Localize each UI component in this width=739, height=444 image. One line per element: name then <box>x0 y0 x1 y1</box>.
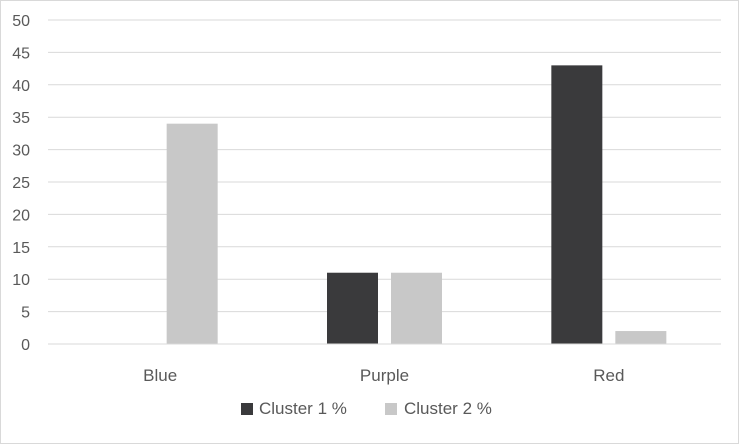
legend-swatch <box>241 403 253 415</box>
y-axis-ticks: 0 5 10 15 20 25 30 35 40 45 50 <box>12 13 30 354</box>
legend: Cluster 1 % Cluster 2 % <box>241 399 492 418</box>
bar-purple-series-1 <box>327 272 378 344</box>
bar-red-series-1 <box>551 65 603 345</box>
y-tick-label: 25 <box>12 175 30 192</box>
legend-label: Cluster 2 % <box>404 399 492 418</box>
y-tick-label: 5 <box>21 305 30 322</box>
bar-red-series-2 <box>615 331 667 344</box>
legend-label: Cluster 1 % <box>259 399 347 418</box>
bars <box>166 65 667 345</box>
y-tick-label: 20 <box>12 207 30 224</box>
y-tick-label: 50 <box>12 13 30 30</box>
y-tick-label: 45 <box>12 45 30 62</box>
gridlines <box>48 19 721 313</box>
y-tick-label: 40 <box>12 78 30 95</box>
x-tick-label: Blue <box>143 366 177 385</box>
y-tick-label: 0 <box>21 337 30 354</box>
y-tick-label: 10 <box>12 272 30 289</box>
x-tick-label: Red <box>593 366 624 385</box>
y-tick-label: 30 <box>12 143 30 160</box>
y-tick-label: 15 <box>12 240 30 257</box>
bar-blue-series-2 <box>166 123 218 345</box>
legend-swatch <box>385 403 397 415</box>
x-axis-labels: Blue Purple Red <box>143 366 624 385</box>
bar-purple-series-2 <box>391 272 442 344</box>
y-tick-label: 35 <box>12 110 30 127</box>
x-tick-label: Purple <box>360 366 409 385</box>
